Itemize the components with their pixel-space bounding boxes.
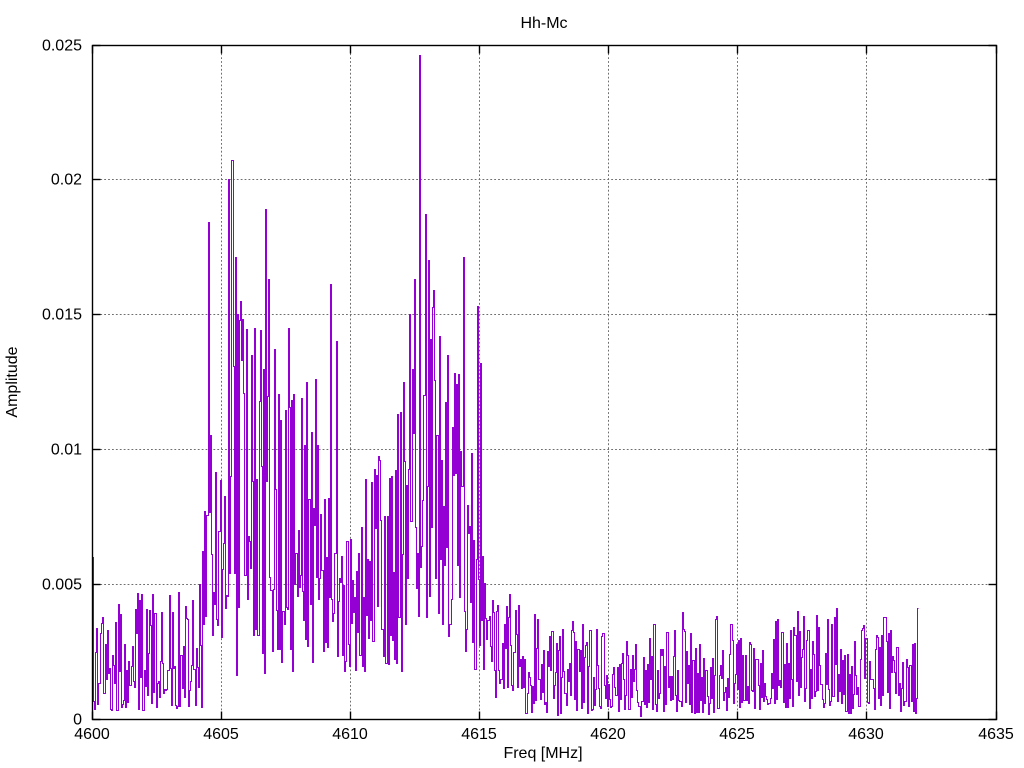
svg-text:4625: 4625: [719, 726, 755, 743]
svg-text:4605: 4605: [203, 726, 239, 743]
svg-text:0.005: 0.005: [42, 577, 82, 594]
svg-text:Hh-Mc: Hh-Mc: [520, 15, 567, 32]
svg-text:4620: 4620: [590, 726, 626, 743]
svg-text:Amplitude: Amplitude: [4, 346, 21, 417]
svg-text:4610: 4610: [332, 726, 368, 743]
svg-text:0.015: 0.015: [42, 307, 82, 324]
svg-text:4615: 4615: [461, 726, 497, 743]
svg-text:4635: 4635: [978, 726, 1014, 743]
svg-text:0.02: 0.02: [51, 172, 82, 189]
svg-text:0.025: 0.025: [42, 38, 82, 55]
svg-text:Freq [MHz]: Freq [MHz]: [503, 745, 582, 762]
svg-text:4600: 4600: [74, 726, 110, 743]
svg-text:0.01: 0.01: [51, 442, 82, 459]
svg-text:4630: 4630: [848, 726, 884, 743]
svg-text:0: 0: [73, 712, 82, 729]
